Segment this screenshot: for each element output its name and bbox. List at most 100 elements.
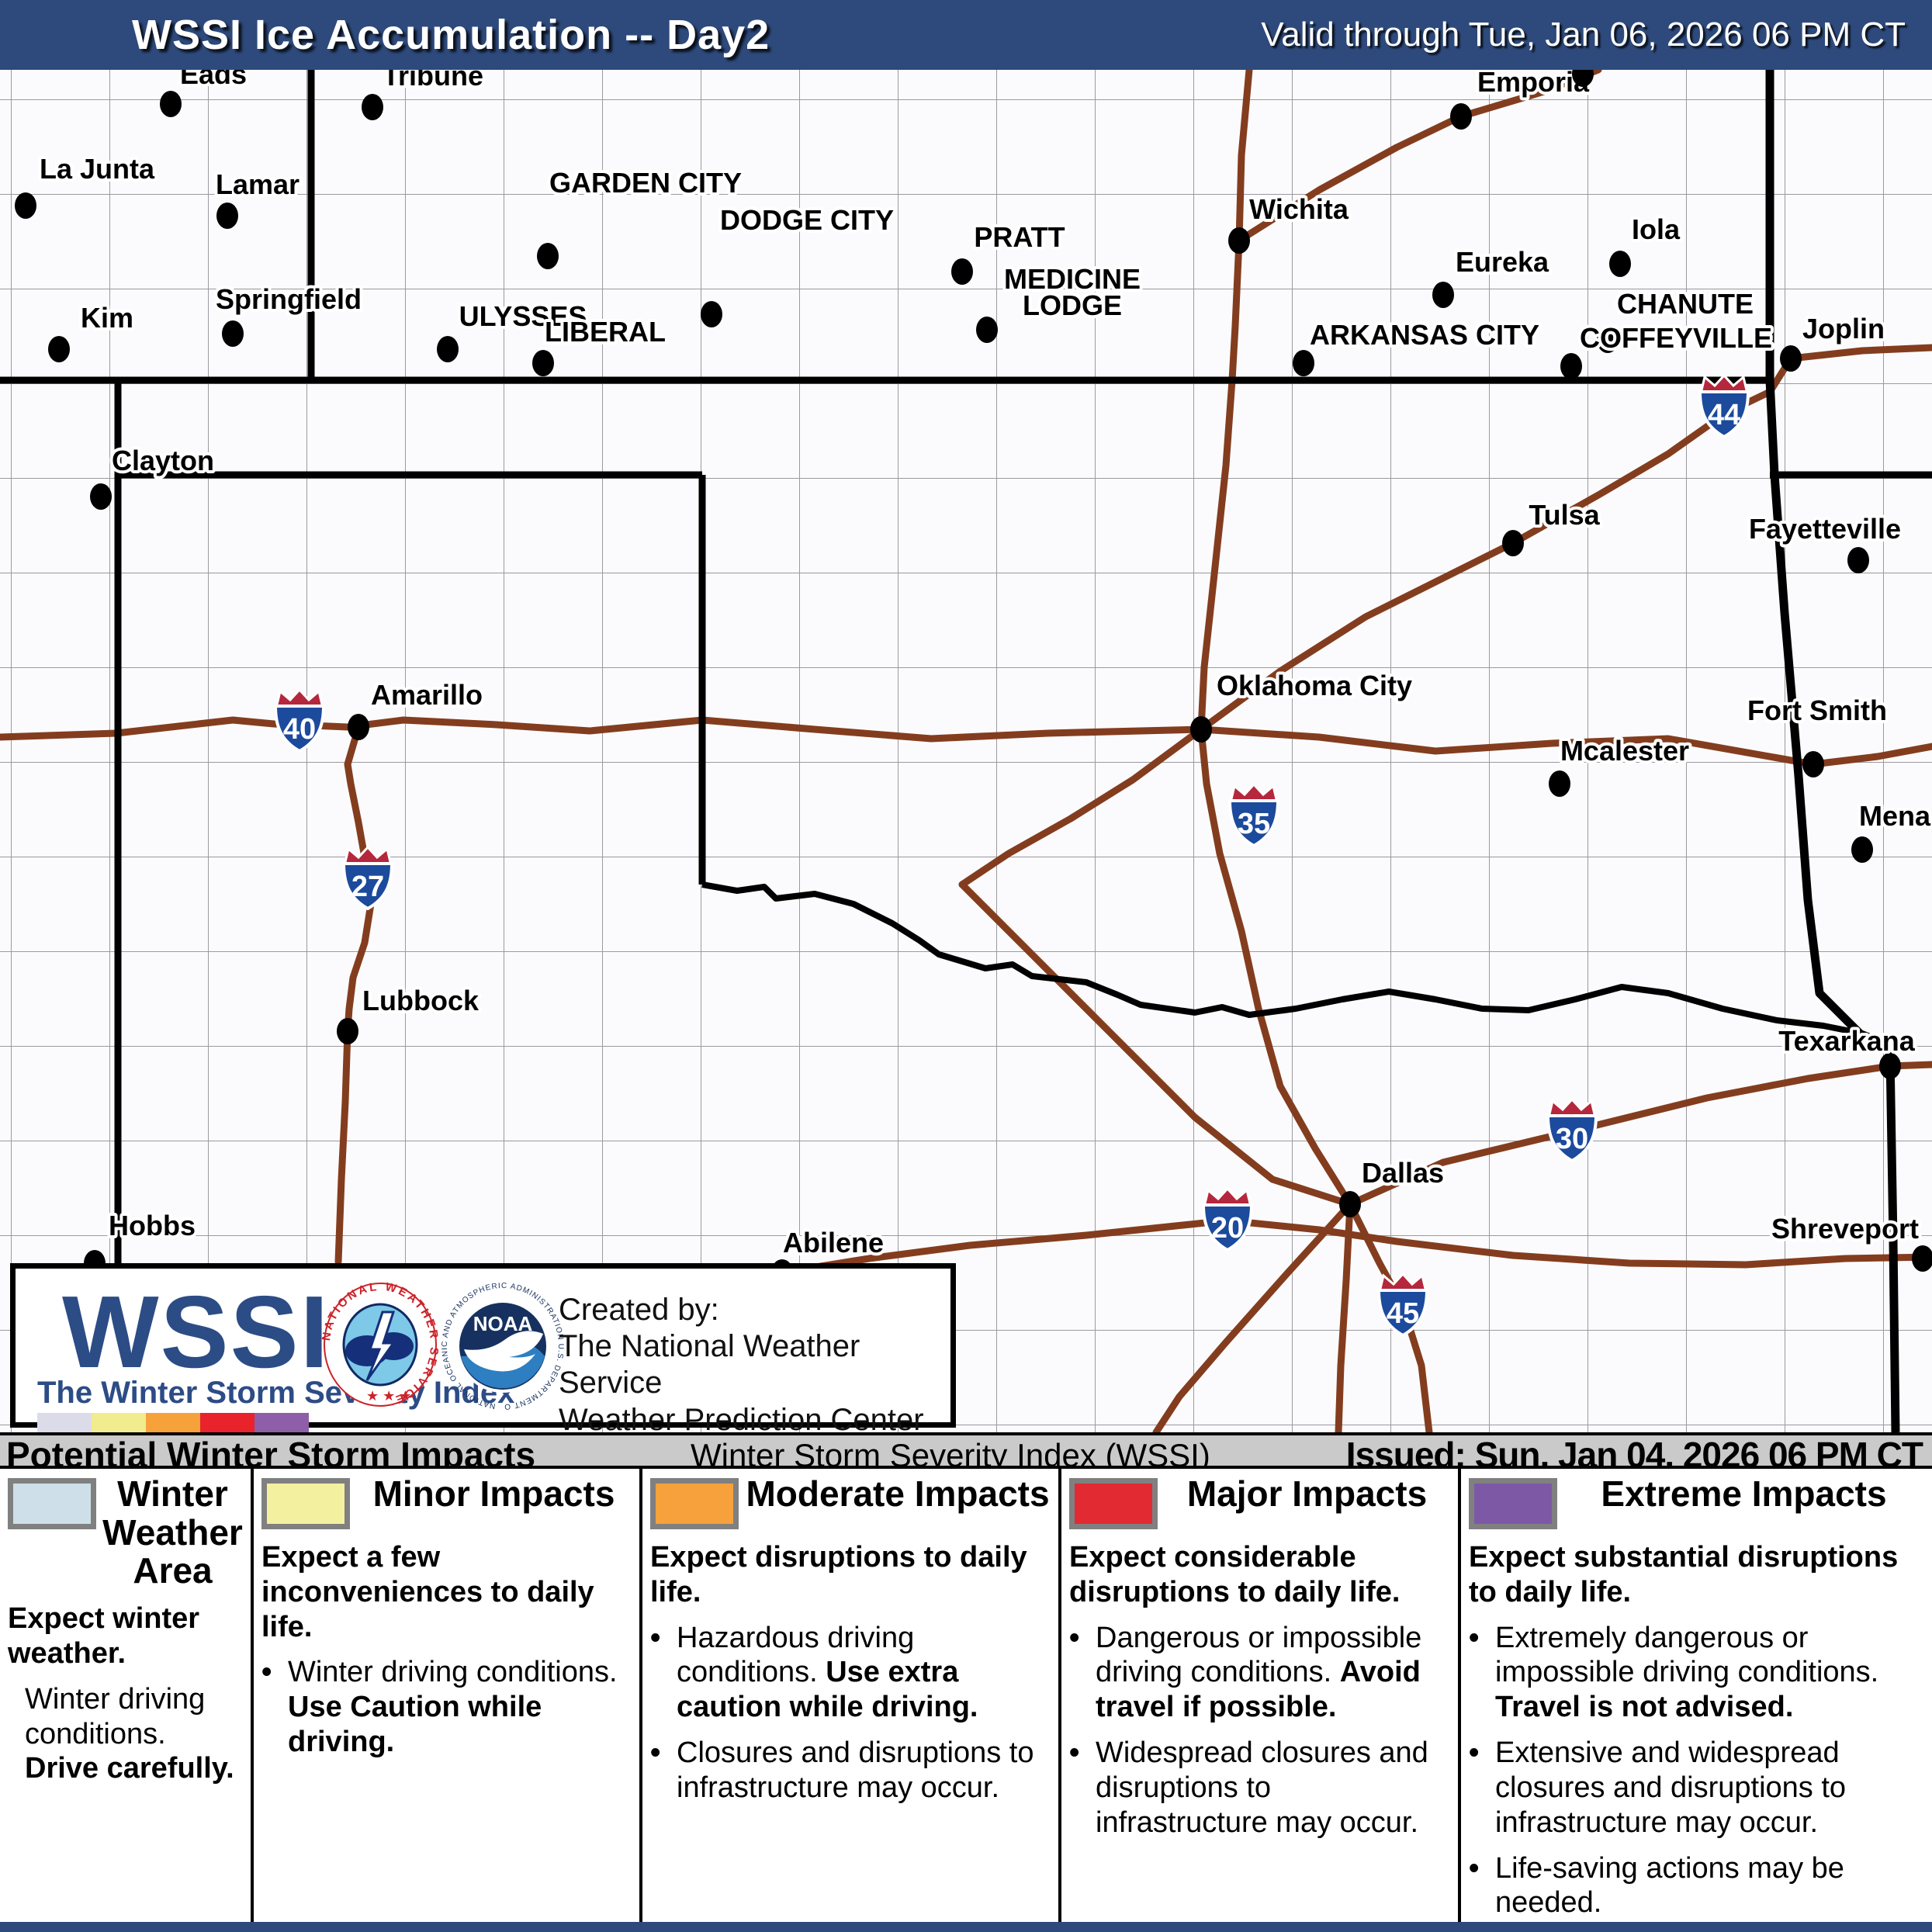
page-title: WSSI Ice Accumulation -- Day2 <box>132 12 770 58</box>
city-label: Eureka <box>1456 246 1549 278</box>
interstate-shield-44: 44 <box>1698 374 1750 438</box>
city-label: Clayton <box>112 445 214 476</box>
legend-column: Major Impacts Expect considerable disrupt… <box>1061 1469 1461 1922</box>
legend-title: Major Impacts <box>1186 1473 1428 1514</box>
valid-through-text: Valid through Tue, Jan 06, 2026 06 PM CT <box>1261 16 1906 54</box>
interstate-shield-45: 45 <box>1377 1272 1428 1337</box>
legend-text: • Dangerous or impossible driving conditi… <box>1069 1621 1422 1724</box>
city-label: Texarkana <box>1778 1025 1915 1057</box>
city-dot <box>1802 751 1824 777</box>
city-label: CHANUTE <box>1617 288 1754 320</box>
legend-title: Minor Impacts <box>372 1473 615 1514</box>
city-dot <box>1560 353 1582 379</box>
city-dot <box>1912 1245 1932 1272</box>
wssi-logo-box: WSSITM The Winter Storm Severity Index N… <box>10 1263 956 1438</box>
created-by-block: Created by: The National Weather Service… <box>559 1292 950 1439</box>
interstate-number: 30 <box>1556 1123 1588 1155</box>
city-label: Hobbs <box>109 1210 196 1241</box>
city-label: Kim <box>81 302 133 334</box>
bullet-marker: • <box>261 1656 272 1689</box>
interstate-shield-40: 40 <box>274 688 325 753</box>
city-dot <box>701 301 722 327</box>
city-dot <box>532 350 554 376</box>
city-dot <box>362 94 383 120</box>
impacts-heading: Potential Winter Storm Impacts <box>6 1435 536 1475</box>
svg-text:NOAA: NOAA <box>473 1312 533 1335</box>
city-dot <box>1851 836 1873 863</box>
city-dot <box>951 258 973 285</box>
city-label: Lubbock <box>362 985 480 1016</box>
city-dot <box>1597 327 1619 353</box>
legend-swatch <box>1069 1478 1158 1529</box>
city-label: ARKANSAS CITY <box>1310 319 1539 351</box>
city-dot <box>1228 227 1250 254</box>
legend-swatch <box>1469 1478 1557 1529</box>
city-dot <box>1190 716 1212 743</box>
created-by-line1: The National Weather Service <box>559 1329 860 1401</box>
bullet-marker: • <box>1469 1851 1480 1885</box>
city-label: Wichita <box>1249 193 1349 225</box>
city-label: Amarillo <box>371 679 483 711</box>
legend-title: Extreme Impacts <box>1601 1473 1887 1514</box>
city-label: COFFEYVILLE <box>1580 322 1772 354</box>
interstate-shield-20: 20 <box>1202 1187 1253 1252</box>
interstate-number: 20 <box>1211 1212 1244 1245</box>
legend-column: Winter Weather Area Expect winter weather… <box>0 1469 254 1922</box>
legend-text: Winter driving conditions. Drive careful… <box>25 1682 234 1785</box>
city-dot <box>437 336 459 362</box>
city-label: Iola <box>1632 213 1681 245</box>
legend-text: Expect disruptions to daily life. <box>650 1541 1027 1608</box>
city-label: PRATT <box>974 221 1065 253</box>
legend-column: Minor Impacts Expect a few inconveniences… <box>254 1469 642 1922</box>
legend-text: • Extensive and widespread closures and d… <box>1469 1736 1847 1839</box>
legend-title: Moderate Impacts <box>746 1473 1050 1514</box>
wssi-subheading: Winter Storm Severity Index (WSSI) <box>691 1437 1210 1473</box>
noaa-logo: NOAA NATIONAL OCEANIC AND ATMOSPHERIC AD… <box>441 1283 564 1411</box>
impact-legend: Winter Weather Area Expect winter weather… <box>0 1469 1932 1922</box>
legend-text: Expect substantial disruptions to daily … <box>1469 1541 1899 1608</box>
city-label: Shreveport <box>1771 1213 1919 1245</box>
city-label: La Junta <box>40 153 155 185</box>
interstate-number: 40 <box>283 713 316 746</box>
city-dot <box>1432 282 1454 308</box>
interstate-shield-layer: 40 27 44 35 30 20 45 <box>274 374 1750 1337</box>
legend-text: • Winter driving conditions. Use Caution … <box>261 1656 618 1759</box>
city-label: Joplin <box>1802 313 1885 345</box>
city-label: DODGE CITY <box>720 204 894 236</box>
city-dot <box>90 483 112 510</box>
bullet-marker: • <box>1469 1736 1480 1770</box>
legend-swatch <box>650 1478 739 1529</box>
legend-swatch <box>8 1478 96 1529</box>
city-dot <box>216 203 238 229</box>
legend-text: • Extremely dangerous or impossible drivi… <box>1469 1621 1879 1724</box>
state-border-layer <box>0 70 1932 1433</box>
city-label: LIBERAL <box>545 316 666 348</box>
city-label: Lamar <box>216 168 299 200</box>
bullet-marker: • <box>650 1621 661 1654</box>
wssi-logotype: WSSITM <box>62 1273 362 1390</box>
city-label: GARDEN CITY <box>549 167 742 199</box>
city-dot <box>976 317 998 343</box>
interstate-number: 44 <box>1708 399 1740 431</box>
bullet-marker: • <box>1069 1736 1080 1770</box>
interstate-shield-30: 30 <box>1546 1098 1598 1162</box>
wssi-tagline: The Winter Storm Severity Index <box>37 1376 515 1410</box>
city-dot <box>222 320 244 347</box>
city-dot <box>160 91 182 117</box>
city-label: Mena <box>1859 800 1931 832</box>
legend-text: • Closures and disruptions to infrastruct… <box>650 1736 1034 1804</box>
city-dot <box>1293 350 1314 376</box>
interstate-shield-35: 35 <box>1228 783 1279 847</box>
bullet-marker: • <box>1069 1621 1080 1654</box>
city-dot <box>537 243 559 269</box>
interstate-shield-27: 27 <box>342 846 393 910</box>
border-ok-ar <box>1765 379 1900 1433</box>
city-dot <box>1549 770 1570 797</box>
legend-text: Expect considerable disruptions to daily… <box>1069 1541 1401 1608</box>
city-dot <box>1847 547 1869 573</box>
border-red-river <box>701 881 1889 1047</box>
created-by-label: Created by: <box>559 1293 719 1327</box>
city-dot <box>15 192 36 219</box>
interstate-number: 27 <box>351 871 384 903</box>
